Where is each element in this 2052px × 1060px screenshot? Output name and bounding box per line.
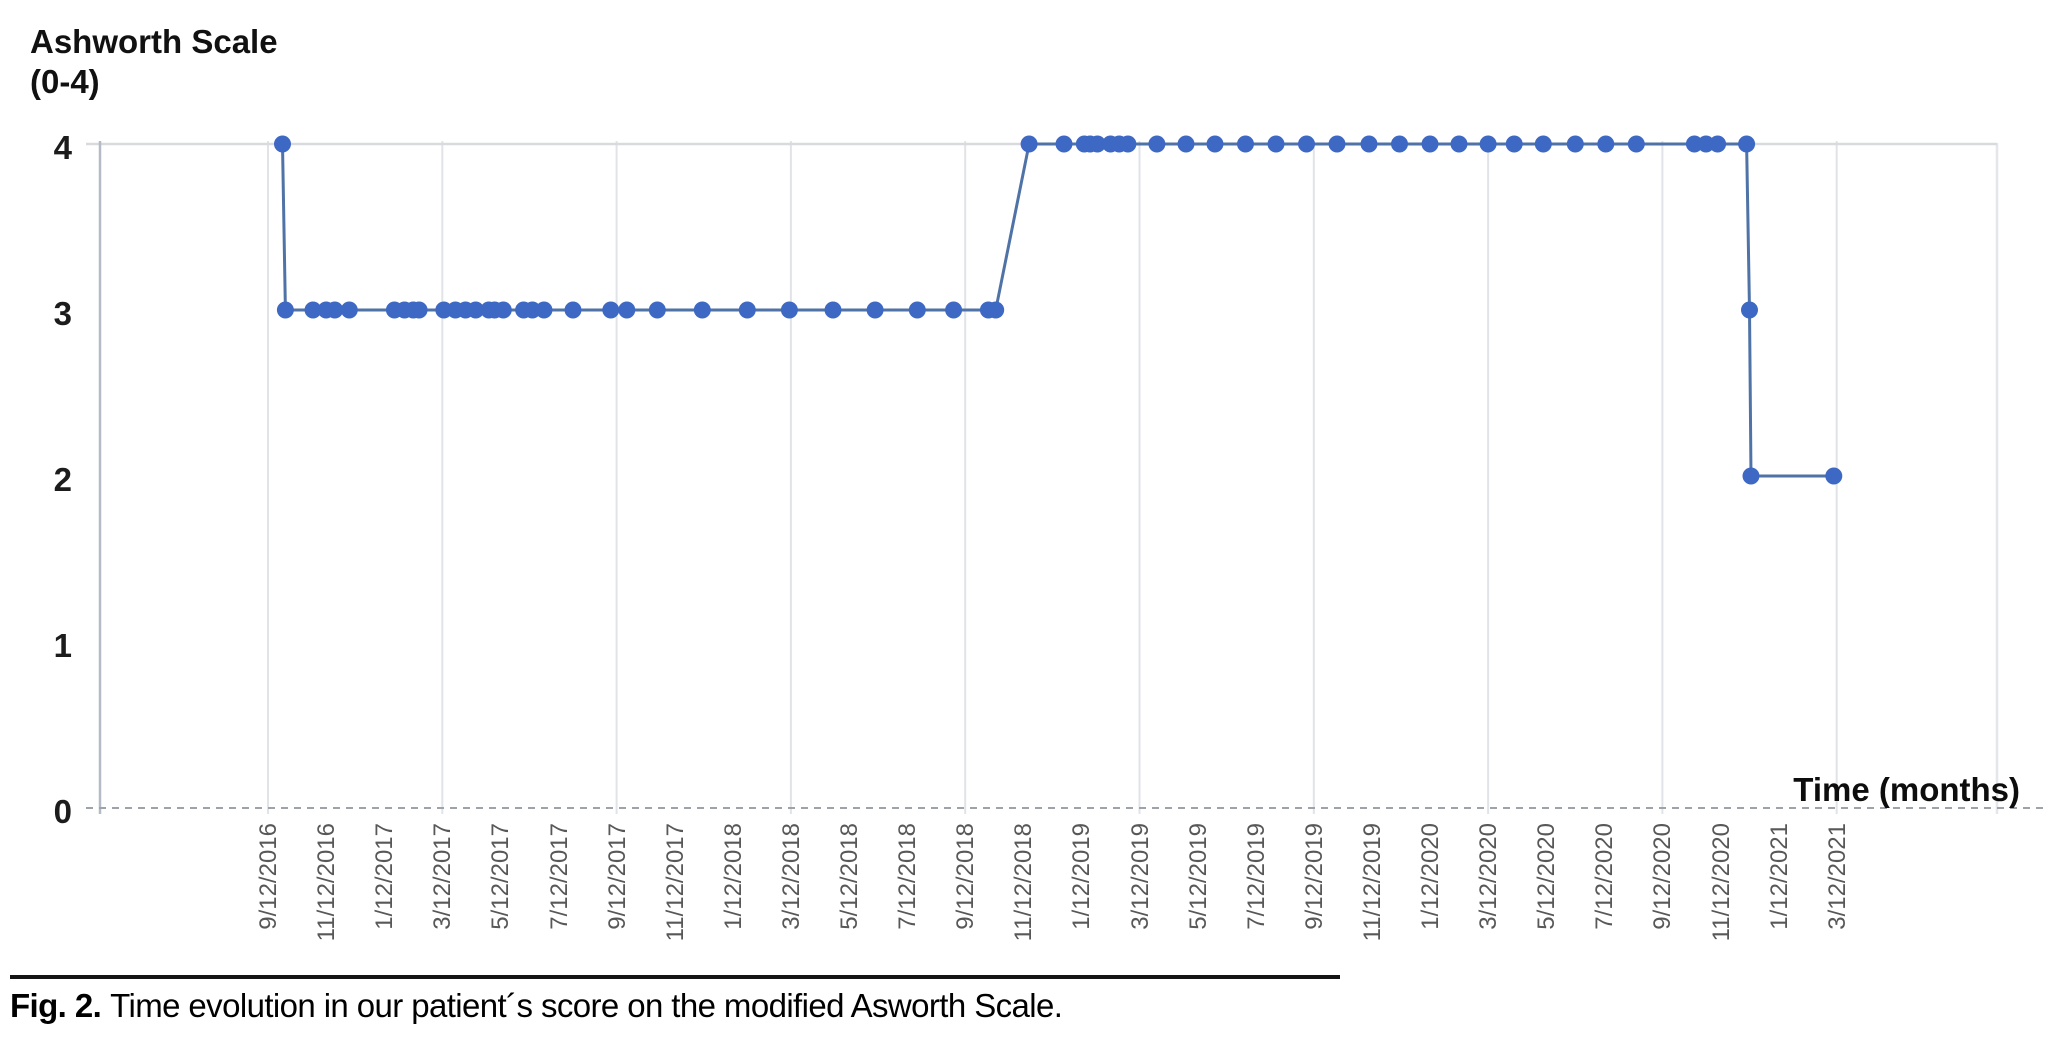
data-point-marker — [304, 301, 322, 319]
data-point-marker — [1206, 135, 1224, 153]
data-point-marker — [1450, 135, 1468, 153]
x-tick-label: 1/12/2021 — [1765, 823, 1793, 930]
data-point-marker — [1597, 135, 1615, 153]
data-point-marker — [340, 301, 358, 319]
data-point-marker — [1566, 135, 1584, 153]
data-point-marker — [693, 301, 711, 319]
data-point-marker — [780, 301, 798, 319]
data-point-marker — [1328, 135, 1346, 153]
x-tick-label: 1/12/2017 — [371, 823, 399, 930]
data-point-marker — [1360, 135, 1378, 153]
data-point-marker — [1020, 135, 1038, 153]
data-point-marker — [866, 301, 884, 319]
x-tick-label: 3/12/2018 — [777, 823, 805, 930]
x-tick-label: 3/12/2019 — [1126, 823, 1154, 930]
x-tick-label: 9/12/2019 — [1300, 823, 1328, 930]
data-point-marker — [1738, 135, 1756, 153]
data-point-marker — [467, 301, 485, 319]
x-tick-label: 7/12/2020 — [1591, 823, 1619, 930]
figure-caption: Fig. 2. Time evolution in our patient´s s… — [10, 987, 1063, 1025]
x-tick-label: 7/12/2017 — [545, 823, 573, 930]
x-tick-label: 1/12/2018 — [719, 823, 747, 930]
data-point-marker — [1421, 135, 1439, 153]
x-tick-label: 1/12/2019 — [1068, 823, 1096, 930]
y-tick-label: 2 — [53, 461, 72, 498]
x-tick-label: 9/12/2017 — [603, 823, 631, 930]
x-tick-label: 3/12/2017 — [429, 823, 457, 930]
caption-divider-rule — [10, 975, 1340, 979]
x-tick-label: 9/12/2016 — [255, 823, 282, 930]
y-axis-title: Ashworth Scale (0-4) — [30, 23, 278, 100]
x-tick-label: 5/12/2020 — [1533, 823, 1561, 930]
data-point-marker — [1741, 301, 1758, 319]
y-tick-label: 4 — [53, 129, 72, 166]
data-point-marker — [648, 301, 666, 319]
x-tick-label: 11/12/2020 — [1707, 823, 1735, 942]
data-point-marker — [1088, 135, 1106, 153]
data-point-marker — [602, 301, 620, 319]
x-tick-label: 7/12/2019 — [1242, 823, 1270, 930]
y-tick-label: 1 — [53, 627, 72, 664]
data-point-marker — [1825, 467, 1843, 485]
data-point-marker — [1709, 135, 1727, 153]
data-point-marker — [738, 301, 756, 319]
x-tick-label: 11/12/2017 — [661, 823, 689, 942]
x-tick-label: 5/12/2019 — [1184, 823, 1212, 930]
data-point-marker — [494, 301, 512, 319]
x-tick-label: 9/12/2018 — [952, 823, 980, 930]
x-tick-label: 11/12/2018 — [1010, 823, 1038, 942]
x-tick-label: 5/12/2018 — [836, 823, 863, 930]
data-point-marker — [1505, 135, 1523, 153]
caption-text: Time evolution in our patient´s score on… — [110, 987, 1063, 1024]
data-point-marker — [535, 301, 553, 319]
y-tick-label: 3 — [53, 295, 72, 332]
x-axis-title: Time (months) — [1793, 771, 2020, 808]
data-point-marker — [1177, 135, 1195, 153]
data-point-marker — [618, 301, 636, 319]
data-point-marker — [824, 301, 842, 319]
data-point-marker — [1055, 135, 1073, 153]
data-point-marker — [908, 301, 926, 319]
x-tick-label: 11/12/2019 — [1358, 823, 1386, 942]
data-point-marker — [276, 301, 294, 319]
data-point-marker — [1742, 467, 1760, 485]
caption-figure-number: Fig. 2. — [10, 987, 102, 1024]
x-tick-label: 3/12/2020 — [1475, 823, 1503, 930]
data-point-marker — [1534, 135, 1552, 153]
x-tick-label: 9/12/2020 — [1649, 823, 1677, 930]
y-tick-label: 0 — [53, 793, 72, 830]
data-point-marker — [987, 301, 1005, 319]
data-point-marker — [326, 301, 344, 319]
data-point-marker — [274, 135, 291, 153]
x-tick-label: 3/12/2021 — [1823, 823, 1851, 930]
data-point-marker — [1391, 135, 1408, 153]
data-point-marker — [564, 301, 582, 319]
x-tick-label: 7/12/2018 — [894, 823, 922, 930]
data-point-marker — [1298, 135, 1315, 153]
data-point-marker — [1627, 135, 1645, 153]
data-point-marker — [410, 301, 428, 319]
data-point-marker — [1237, 135, 1254, 153]
x-tick-label: 11/12/2016 — [313, 823, 341, 942]
data-point-marker — [945, 301, 963, 319]
x-tick-label: 1/12/2020 — [1417, 823, 1444, 930]
x-tick-label: 5/12/2017 — [487, 823, 515, 930]
data-point-marker — [1148, 135, 1166, 153]
data-point-marker — [1119, 135, 1137, 153]
data-point-marker — [1267, 135, 1285, 153]
data-point-marker — [1479, 135, 1497, 153]
